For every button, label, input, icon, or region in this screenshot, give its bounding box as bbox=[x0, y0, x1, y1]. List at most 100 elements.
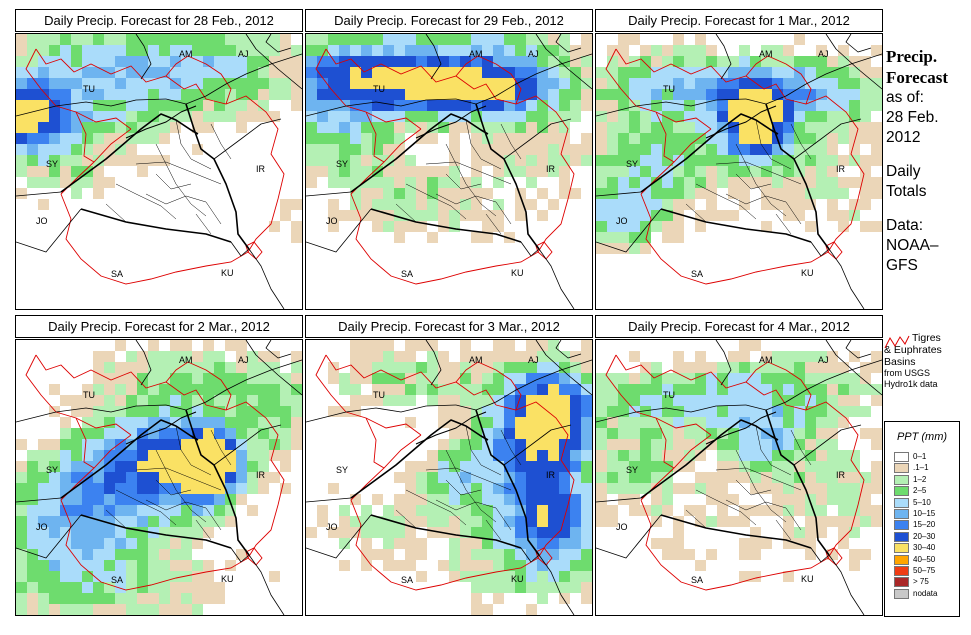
precip-cell bbox=[148, 505, 159, 516]
legend-label: 50–75 bbox=[913, 565, 936, 575]
precip-cell bbox=[526, 144, 537, 155]
precip-cell bbox=[27, 472, 38, 483]
border-line bbox=[538, 248, 575, 309]
border-line bbox=[596, 98, 747, 117]
precip-cell bbox=[93, 362, 104, 373]
precip-cell bbox=[695, 351, 706, 362]
precip-cell bbox=[706, 100, 717, 111]
precip-cell bbox=[280, 373, 291, 384]
precip-cell bbox=[38, 89, 49, 100]
precip-cell bbox=[247, 351, 258, 362]
precip-cell bbox=[394, 210, 405, 221]
precip-cell bbox=[291, 56, 302, 67]
precip-cell bbox=[126, 133, 137, 144]
precip-cell bbox=[629, 34, 640, 45]
precip-cell bbox=[71, 406, 82, 417]
precip-cell bbox=[291, 100, 302, 111]
precip-cell bbox=[258, 417, 269, 428]
precip-cell bbox=[772, 395, 783, 406]
precip-cell bbox=[640, 461, 651, 472]
precip-cell bbox=[291, 406, 302, 417]
precip-cell bbox=[438, 122, 449, 133]
border-line bbox=[306, 98, 457, 117]
country-label: SA bbox=[691, 575, 703, 585]
precip-cell bbox=[104, 472, 115, 483]
precip-cell bbox=[339, 516, 350, 527]
border-line bbox=[213, 118, 282, 160]
precip-cell bbox=[629, 417, 640, 428]
precip-cell bbox=[126, 362, 137, 373]
precip-cell bbox=[581, 472, 592, 483]
precip-cell bbox=[225, 395, 236, 406]
precip-cell bbox=[137, 538, 148, 549]
precip-cell bbox=[449, 199, 460, 210]
precip-cell bbox=[49, 406, 60, 417]
precip-cell bbox=[794, 428, 805, 439]
precip-cell bbox=[438, 483, 449, 494]
precip-cell bbox=[317, 78, 328, 89]
precip-cell bbox=[838, 472, 849, 483]
basin-boundary bbox=[745, 55, 812, 105]
precip-cell bbox=[581, 593, 592, 604]
precip-cell bbox=[383, 373, 394, 384]
border-line bbox=[475, 409, 540, 556]
precip-cell bbox=[849, 56, 860, 67]
precip-cell bbox=[49, 122, 60, 133]
precip-cell bbox=[291, 384, 302, 395]
border-line bbox=[395, 509, 417, 529]
precip-cell bbox=[192, 483, 203, 494]
precip-cell bbox=[607, 111, 618, 122]
precip-cell bbox=[761, 111, 772, 122]
precip-cell bbox=[159, 373, 170, 384]
precip-cell bbox=[750, 373, 761, 384]
precip-cell bbox=[82, 461, 93, 472]
border-line bbox=[790, 123, 812, 160]
precip-cell bbox=[383, 133, 394, 144]
precip-cell bbox=[662, 505, 673, 516]
precip-cell bbox=[537, 362, 548, 373]
precip-cell bbox=[838, 89, 849, 100]
precip-cell bbox=[236, 67, 247, 78]
precip-cell bbox=[60, 166, 71, 177]
precip-cell bbox=[629, 188, 640, 199]
precip-cell bbox=[192, 362, 203, 373]
precip-cell bbox=[515, 100, 526, 111]
border-line bbox=[793, 424, 862, 466]
precip-cell bbox=[772, 111, 783, 122]
precip-cell bbox=[640, 232, 651, 243]
precip-cell bbox=[493, 527, 504, 538]
border-line bbox=[725, 193, 802, 225]
border-line bbox=[175, 425, 212, 476]
precip-cell bbox=[405, 417, 416, 428]
precip-cell bbox=[860, 483, 871, 494]
precip-cell bbox=[794, 384, 805, 395]
precip-cell bbox=[618, 483, 629, 494]
precip-cell bbox=[750, 406, 761, 417]
totals-label: Totals bbox=[886, 183, 927, 200]
precip-cell bbox=[651, 472, 662, 483]
precip-cell bbox=[181, 373, 192, 384]
precip-cell bbox=[783, 406, 794, 417]
border-line bbox=[425, 467, 512, 491]
precip-cell bbox=[838, 210, 849, 221]
precip-cell bbox=[405, 45, 416, 56]
precip-cell bbox=[618, 89, 629, 100]
precip-cell bbox=[596, 505, 607, 516]
precip-cell bbox=[728, 122, 739, 133]
precip-cell bbox=[350, 340, 361, 351]
precip-cell bbox=[126, 111, 137, 122]
precip-cell bbox=[339, 155, 350, 166]
precip-cell bbox=[515, 373, 526, 384]
precip-cell bbox=[607, 450, 618, 461]
precip-cell bbox=[71, 604, 82, 615]
precip-cell bbox=[159, 362, 170, 373]
border-line bbox=[445, 479, 482, 496]
precip-cell bbox=[115, 362, 126, 373]
precip-cell bbox=[537, 122, 548, 133]
precip-cell bbox=[115, 395, 126, 406]
border-line bbox=[125, 411, 197, 445]
precip-cell bbox=[651, 78, 662, 89]
precip-cell bbox=[640, 406, 651, 417]
precip-cell bbox=[640, 166, 651, 177]
border-line bbox=[715, 161, 802, 185]
